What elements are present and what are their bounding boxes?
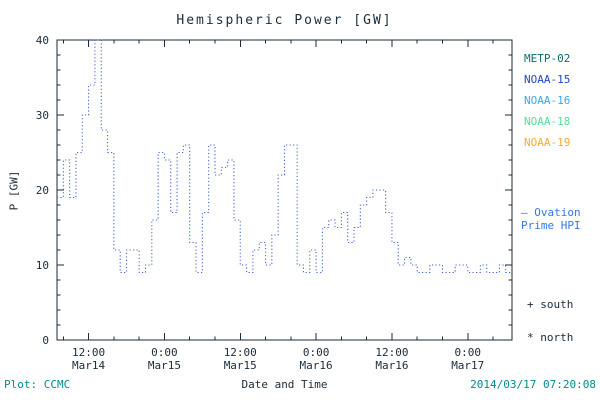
x-tick-time: 12:00 <box>72 346 105 359</box>
x-tick-time: 0:00 <box>151 346 178 359</box>
x-tick-date: Mar17 <box>451 359 484 372</box>
legend-item-noaa15: NOAA-15 <box>524 73 571 86</box>
x-tick-time: 0:00 <box>455 346 482 359</box>
y-tick-label: 40 <box>36 34 49 47</box>
north-marker-label: north <box>540 331 574 344</box>
x-tick-date: Mar14 <box>72 359 105 372</box>
chart-title: Hemispheric Power [GW] <box>176 13 393 28</box>
plot-frame <box>56 39 513 341</box>
south-marker-label: south <box>540 298 574 311</box>
y-axis-label: P [GW] <box>7 170 21 211</box>
legend-item-noaa16: NOAA-16 <box>524 94 571 107</box>
plot-credit: Plot: CCMC <box>4 378 71 391</box>
legend-marker-north: * north <box>527 331 573 344</box>
legend-ovation-line1: — Ovation <box>521 206 581 219</box>
x-tick-date: Mar16 <box>375 359 408 372</box>
hpi-step-line <box>57 39 512 274</box>
x-axis-label: Date and Time <box>241 378 328 391</box>
x-tick-time: 12:00 <box>375 346 408 359</box>
x-tick-time: 0:00 <box>303 346 330 359</box>
legend-item-metp02: METP-02 <box>524 52 571 65</box>
legend-item-noaa18: NOAA-18 <box>524 115 571 128</box>
y-tick-label: 20 <box>36 184 49 197</box>
legend-item-noaa19: NOAA-19 <box>524 136 571 149</box>
legend-ovation-line2: Prime HPI <box>521 219 581 232</box>
y-tick-label: 30 <box>36 109 49 122</box>
x-tick-date: Mar16 <box>300 359 333 372</box>
x-tick-date: Mar15 <box>148 359 181 372</box>
south-marker-symbol: + <box>527 298 534 311</box>
plot-timestamp: 2014/03/17 07:20:08 <box>470 378 596 391</box>
legend-ovation: — Ovation Prime HPI <box>521 206 581 232</box>
y-tick-label: 0 <box>42 334 49 347</box>
north-marker-symbol: * <box>527 331 534 344</box>
legend-satellites: METP-02 NOAA-15 NOAA-16 NOAA-18 NOAA-19 <box>524 48 570 153</box>
x-tick-date: Mar15 <box>224 359 257 372</box>
legend-marker-south: + south <box>527 298 573 311</box>
y-tick-label: 10 <box>36 259 49 272</box>
x-tick-time: 12:00 <box>224 346 257 359</box>
